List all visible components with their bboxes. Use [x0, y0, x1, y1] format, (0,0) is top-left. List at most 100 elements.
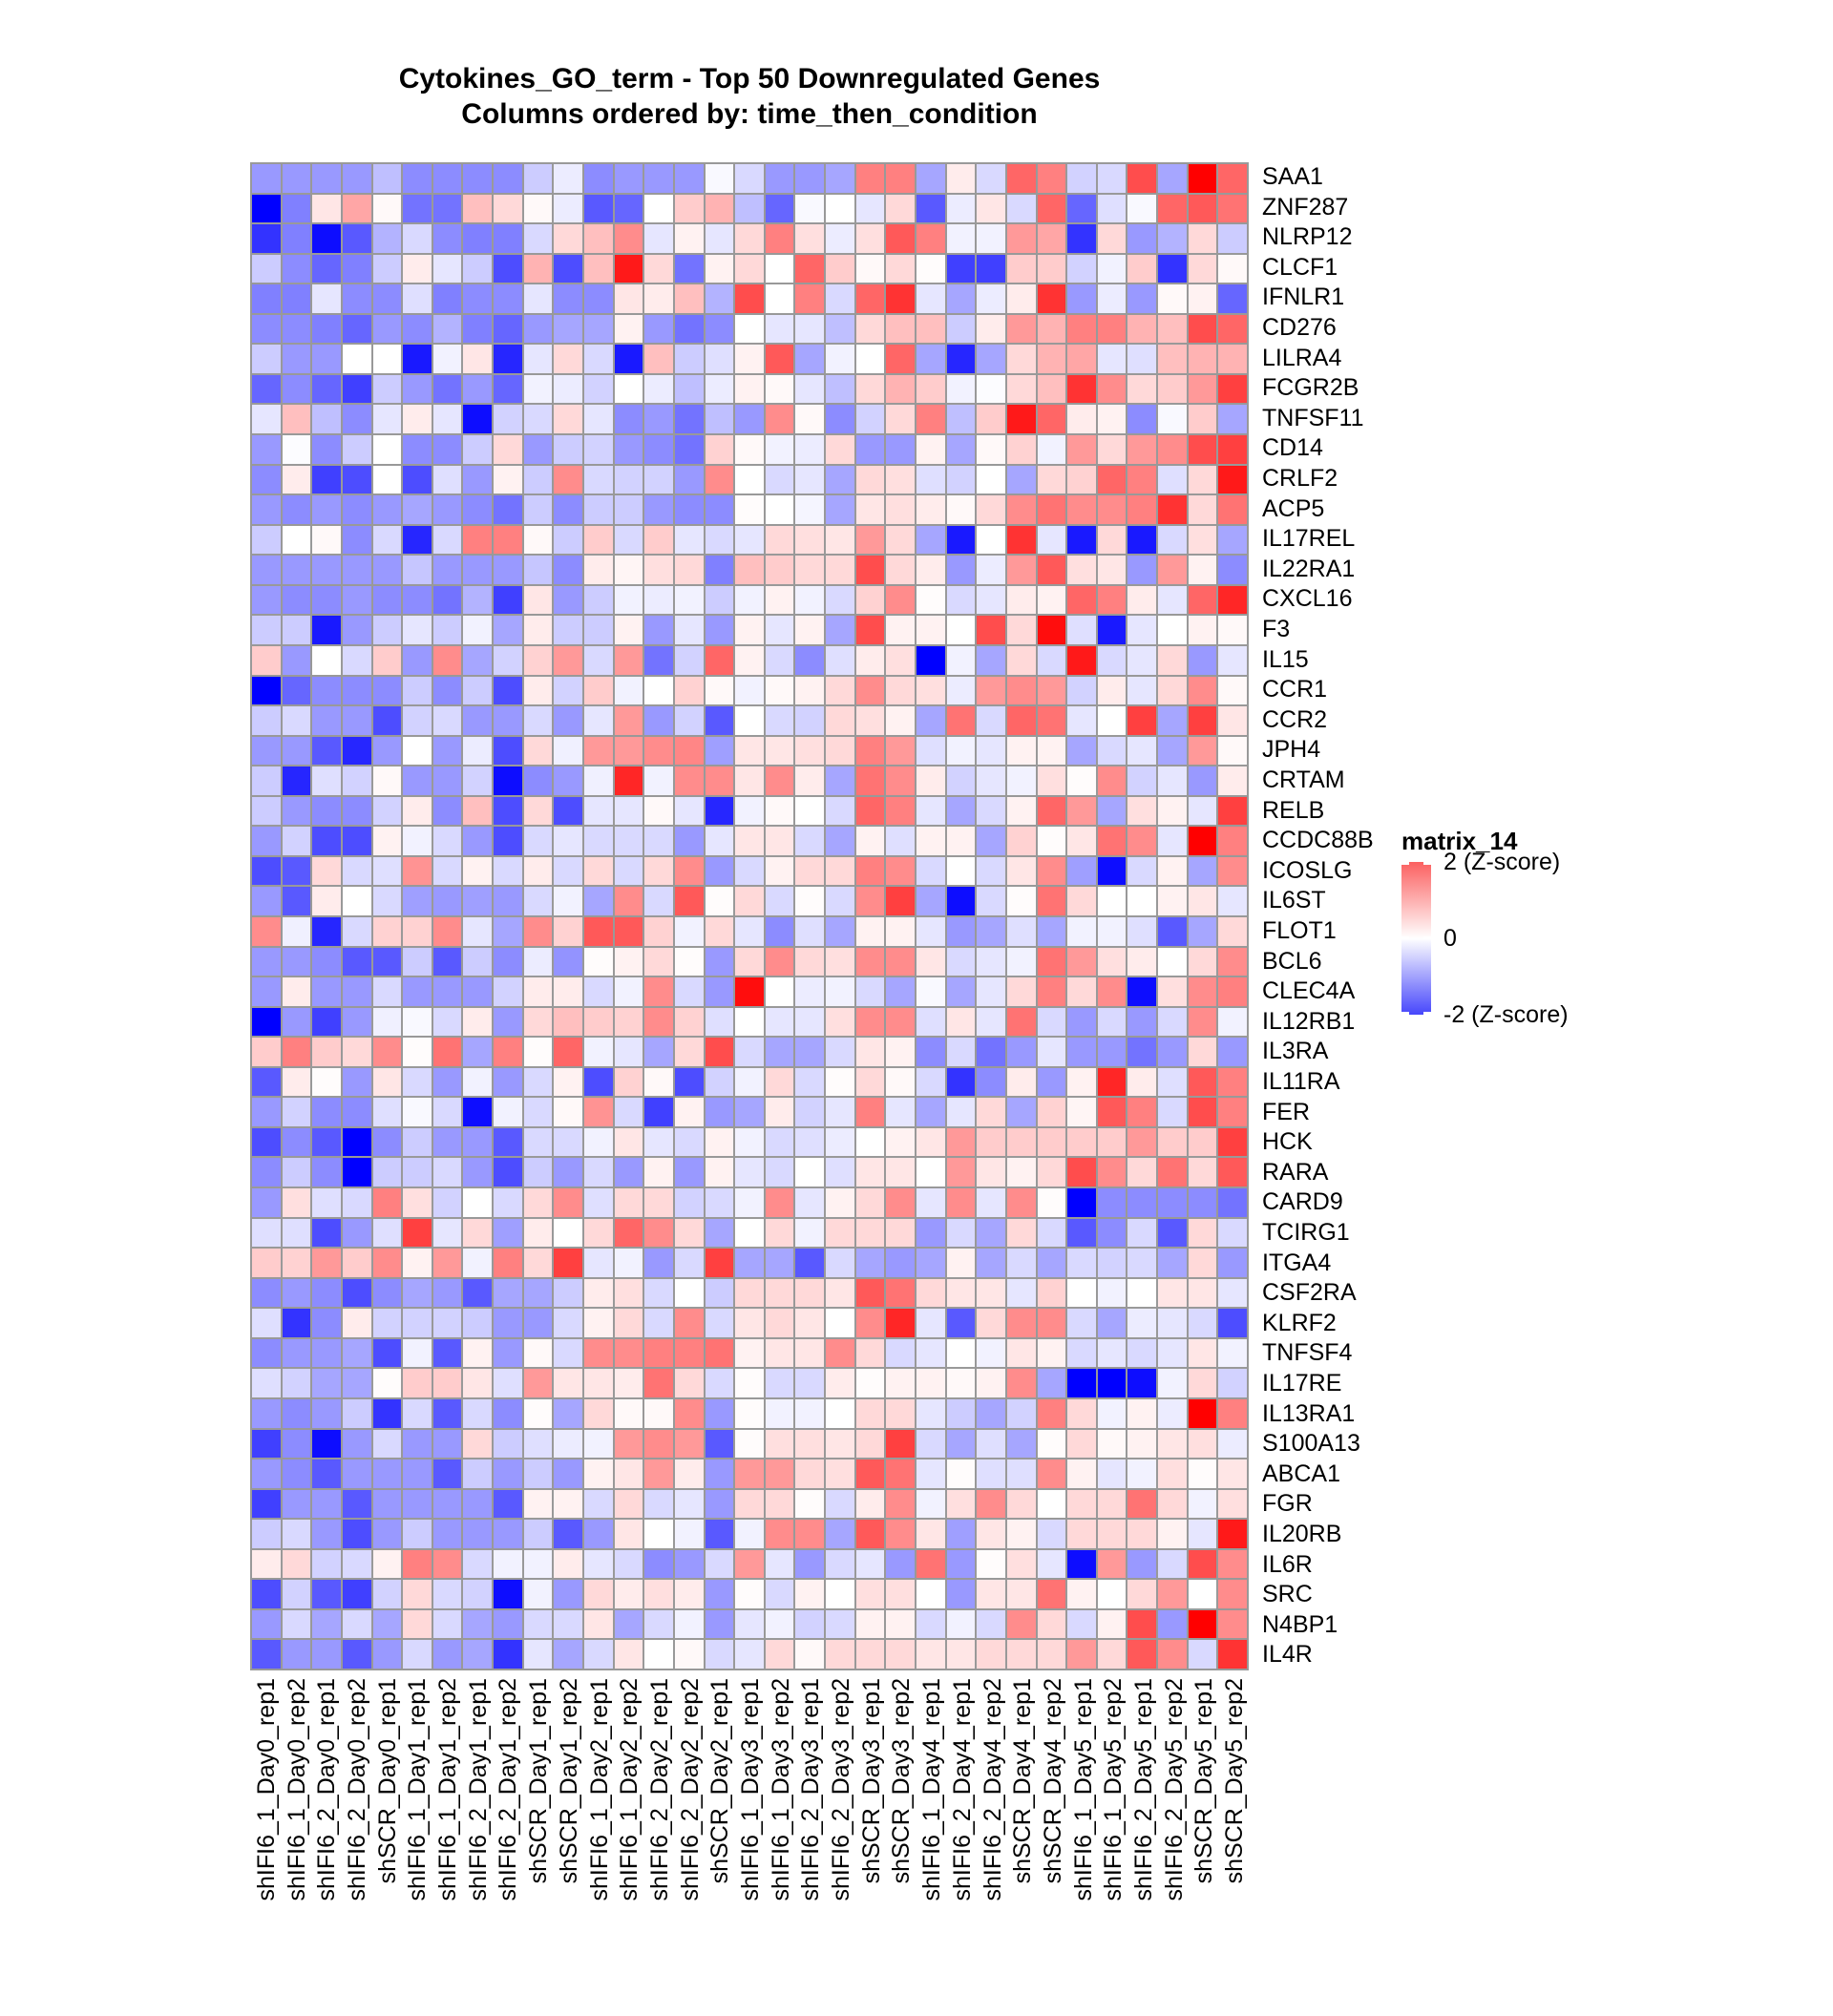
heatmap-cell [312, 1489, 341, 1519]
heatmap-cell [342, 1520, 371, 1548]
heatmap-cell [432, 254, 462, 284]
heatmap-cell [403, 314, 432, 344]
legend-tick-mark [1401, 1012, 1409, 1015]
heatmap-cell [946, 616, 976, 644]
heatmap-cell [494, 1369, 522, 1397]
heatmap-cell [463, 706, 493, 735]
heatmap-cell [705, 856, 734, 886]
heatmap-cell [1067, 616, 1096, 644]
heatmap-cell [372, 1249, 402, 1277]
heatmap-cell [977, 1640, 1005, 1669]
heatmap-cell [1097, 1007, 1127, 1037]
heatmap-cell [1188, 706, 1217, 735]
gene-label: ABCA1 [1262, 1460, 1340, 1487]
heatmap-cell [342, 1429, 371, 1459]
heatmap-cell [826, 706, 854, 735]
heatmap-cell [282, 856, 311, 886]
heatmap-cell [946, 1188, 976, 1217]
heatmap-cell [1218, 1369, 1247, 1397]
heatmap-cell [403, 1278, 432, 1308]
heatmap-cell [282, 1158, 311, 1187]
heatmap-cell [252, 495, 281, 524]
heatmap-cell [886, 827, 915, 855]
heatmap-cell [735, 194, 764, 223]
heatmap-cell [1097, 947, 1127, 976]
heatmap-cell [282, 1640, 311, 1669]
heatmap-cell [916, 1460, 945, 1488]
heatmap-cell [735, 585, 764, 615]
heatmap-cell [494, 1218, 522, 1248]
heatmap-cell [1158, 856, 1187, 886]
heatmap-cell [252, 314, 281, 344]
heatmap-cell [282, 1489, 311, 1519]
chart-subtitle: Columns ordered by: time_then_condition [461, 98, 1038, 130]
heatmap-cell [735, 1398, 764, 1428]
gene-label: TNFSF4 [1262, 1339, 1353, 1367]
heatmap-cell [523, 525, 553, 555]
heatmap-cell [1067, 405, 1096, 434]
heatmap-cell [523, 977, 553, 1006]
heatmap-cell [403, 1549, 432, 1579]
heatmap-cell [1097, 194, 1127, 223]
heatmap-cell [252, 766, 281, 795]
color-legend: matrix_14 2 (Z-score) 0 -2 (Z-score) [1401, 827, 1650, 1037]
heatmap-cell [705, 887, 734, 915]
heatmap-cell [886, 706, 915, 735]
heatmap-cell [1037, 164, 1066, 193]
heatmap-cell [614, 1429, 643, 1459]
heatmap-cell [1067, 766, 1096, 795]
heatmap-cell [855, 706, 885, 735]
heatmap-cell [312, 495, 341, 524]
heatmap-cell [372, 495, 402, 524]
heatmap-cell [916, 796, 945, 826]
heatmap-cell [1006, 224, 1036, 253]
heatmap-cell [372, 164, 402, 193]
heatmap-cell [826, 1489, 854, 1519]
heatmap-cell [584, 1640, 613, 1669]
gene-label: CXCL16 [1262, 585, 1353, 613]
heatmap-cell [916, 1067, 945, 1097]
heatmap-cell [372, 1067, 402, 1097]
heatmap-cell [342, 645, 371, 675]
heatmap-cell [432, 374, 462, 404]
sample-label: shIFI6_2_Day5_rep1 [1130, 1678, 1158, 1901]
heatmap-cell [644, 224, 673, 253]
heatmap-cell [674, 1460, 704, 1488]
heatmap-cell [1006, 1127, 1036, 1157]
heatmap-cell [342, 585, 371, 615]
heatmap-cell [1006, 1309, 1036, 1337]
heatmap-cell [705, 1580, 734, 1608]
heatmap-cell [946, 1309, 976, 1337]
heatmap-cell [795, 525, 825, 555]
heatmap-cell [252, 947, 281, 976]
heatmap-cell [403, 345, 432, 373]
heatmap-cell [795, 435, 825, 464]
legend-title: matrix_14 [1401, 827, 1518, 855]
heatmap-cell [795, 977, 825, 1006]
heatmap-cell [584, 1309, 613, 1337]
heatmap-cell [644, 1609, 673, 1639]
heatmap-cell [1127, 916, 1157, 946]
heatmap-cell [523, 1609, 553, 1639]
heatmap-cell [432, 1520, 462, 1548]
sample-label: shSCR_Day1_rep1 [525, 1678, 553, 1884]
heatmap-cell [523, 916, 553, 946]
heatmap-cell [554, 164, 582, 193]
gene-label: CSF2RA [1262, 1279, 1357, 1307]
heatmap-cell [1127, 1127, 1157, 1157]
heatmap-cell [765, 827, 794, 855]
heatmap-cell [977, 1067, 1005, 1097]
heatmap-cell [342, 1098, 371, 1126]
heatmap-cell [282, 556, 311, 584]
heatmap-cell [432, 1640, 462, 1669]
legend-tick-mark [1423, 1012, 1431, 1015]
heatmap-cell [614, 1398, 643, 1428]
heatmap-cell [886, 465, 915, 494]
heatmap-cell [282, 796, 311, 826]
sample-label: shSCR_Day5_rep2 [1221, 1678, 1249, 1884]
heatmap-cell [886, 1098, 915, 1126]
heatmap-cell [1037, 345, 1066, 373]
heatmap-cell [826, 224, 854, 253]
heatmap-cell [886, 1249, 915, 1277]
heatmap-cell [765, 1369, 794, 1397]
